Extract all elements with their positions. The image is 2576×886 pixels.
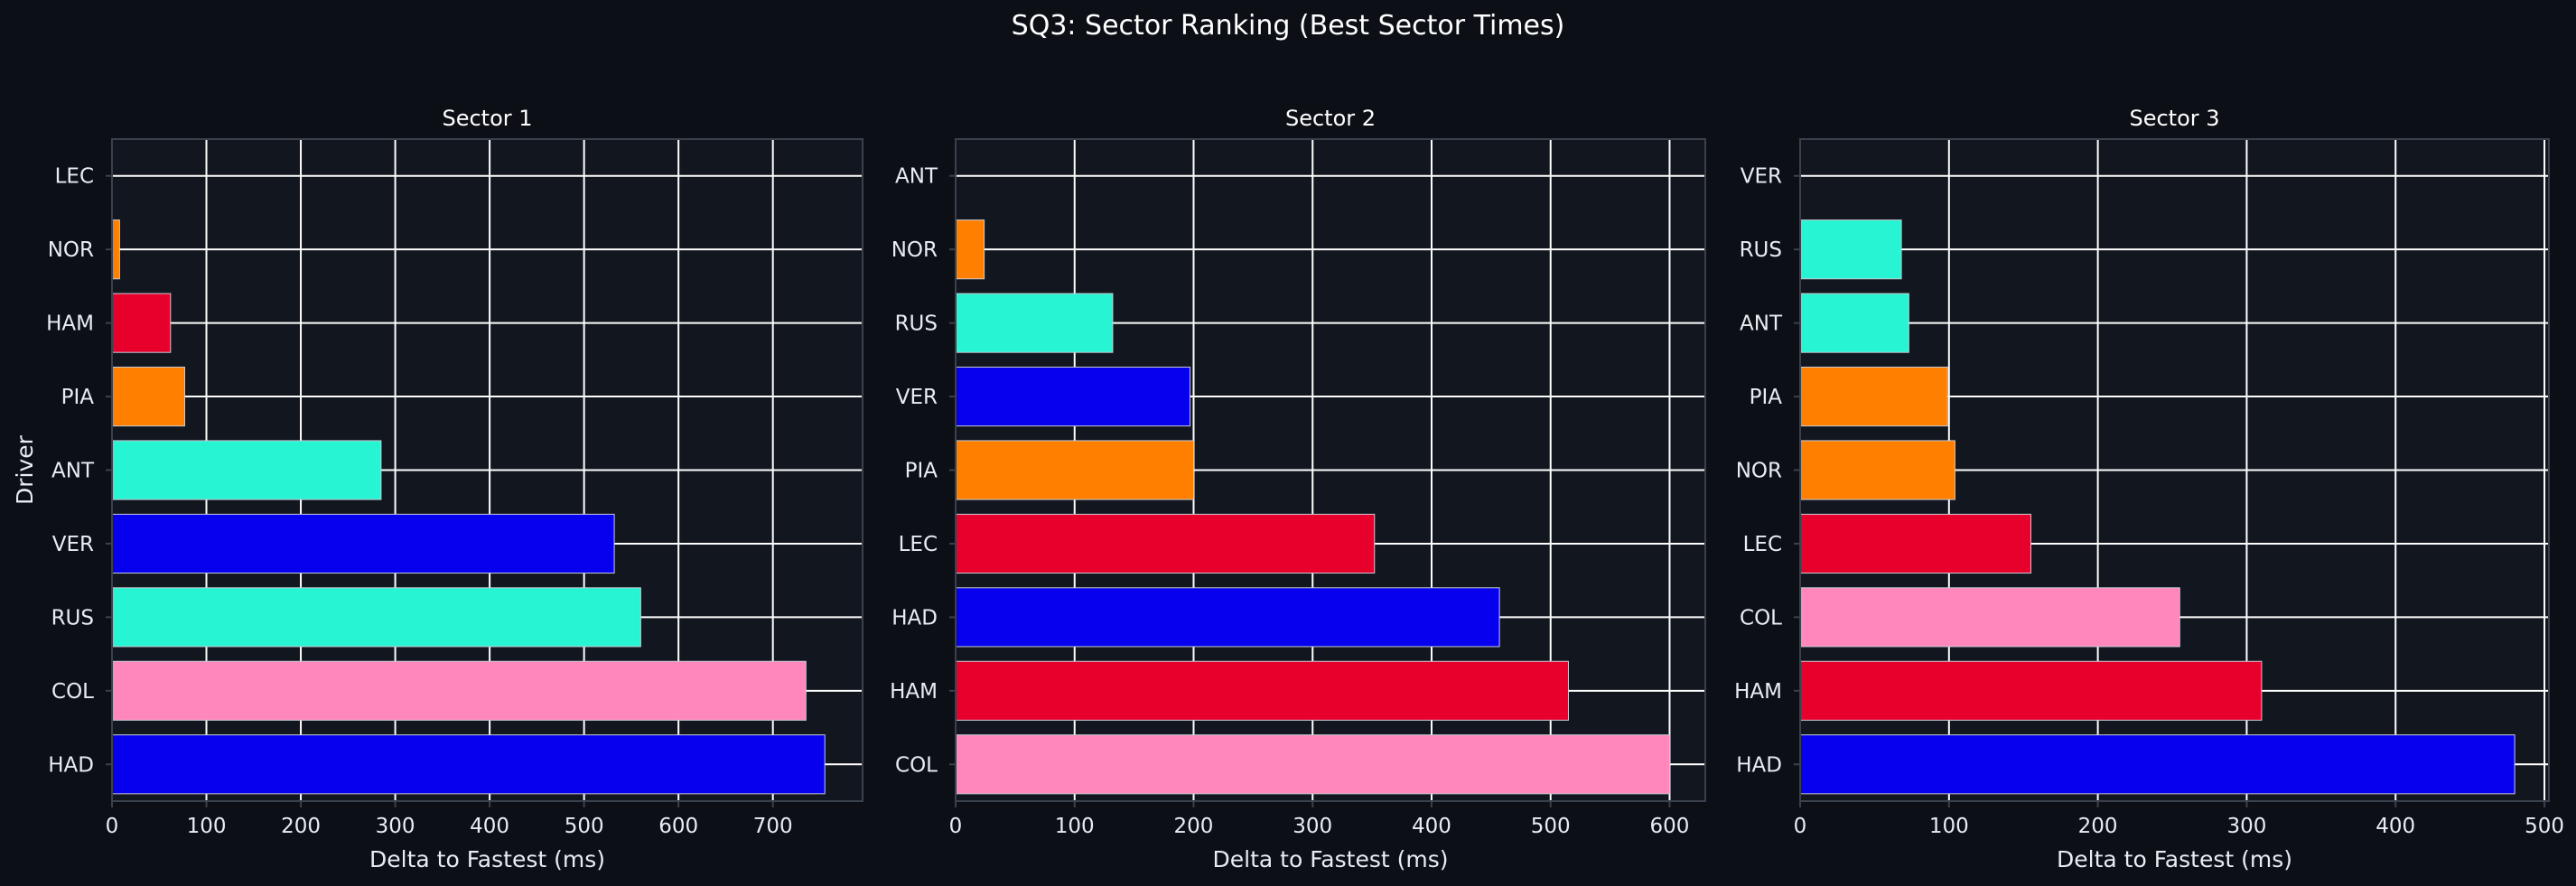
- x-axis-label: Delta to Fastest (ms): [369, 846, 605, 872]
- x-tick-label: 500: [2525, 815, 2564, 838]
- y-tick-label: PIA: [905, 460, 938, 483]
- bar-had: [111, 734, 826, 795]
- y-tick-label: LEC: [1743, 533, 1782, 556]
- y-tick-label: VER: [52, 533, 94, 556]
- x-tick-label: 0: [106, 815, 119, 838]
- bar-ver: [955, 366, 1191, 427]
- y-tick-label: PIA: [1750, 386, 1783, 409]
- x-tick-label: 300: [1293, 815, 1332, 838]
- x-tick-label: 0: [949, 815, 963, 838]
- y-tick-label: PIA: [61, 386, 95, 409]
- y-tick-label: ANT: [1740, 312, 1783, 336]
- y-tick-label: NOR: [48, 238, 94, 262]
- x-axis-label: Delta to Fastest (ms): [2057, 846, 2292, 872]
- x-tick-label: 200: [1174, 815, 1214, 838]
- x-tick-label: 400: [470, 815, 509, 838]
- panel-title: Sector 1: [442, 106, 532, 131]
- y-tick-label: RUS: [895, 312, 938, 336]
- y-tick-label: LEC: [899, 533, 938, 556]
- x-tick-label: 100: [187, 815, 227, 838]
- x-tick-label: 0: [1794, 815, 1807, 838]
- bar-had: [955, 587, 1500, 648]
- bar-rus: [955, 293, 1114, 353]
- x-tick-label: 400: [1412, 815, 1451, 838]
- y-tick-label: HAM: [46, 312, 94, 336]
- y-tick-label: RUS: [51, 606, 94, 630]
- bar-ham: [111, 293, 172, 353]
- bar-ant: [1799, 293, 1909, 353]
- x-tick-label: 400: [2375, 815, 2415, 838]
- bar-rus: [1799, 219, 1902, 280]
- x-tick-label: 500: [1531, 815, 1571, 838]
- panel-title: Sector 2: [1285, 106, 1376, 131]
- y-tick-label: ANT: [51, 460, 95, 483]
- bar-pia: [1799, 366, 1948, 427]
- x-tick-label: 600: [658, 815, 698, 838]
- bar-col: [111, 660, 807, 721]
- y-axis-label: Driver: [12, 434, 38, 505]
- y-tick-label: HAD: [891, 606, 938, 630]
- y-tick-label: HAM: [1734, 680, 1782, 704]
- y-tick-label: RUS: [1740, 238, 1782, 262]
- bar-ant: [111, 440, 382, 500]
- x-tick-label: 100: [1929, 815, 1969, 838]
- x-tick-label: 200: [2078, 815, 2118, 838]
- bar-lec: [955, 513, 1376, 574]
- bar-nor: [1799, 440, 1955, 500]
- y-tick-label: COL: [51, 680, 94, 704]
- sector-1-panel: LEC NOR HAM PIA ANT VER RUS COL HAD 0 100 200 300 400…: [12, 106, 863, 872]
- y-tick-label: COL: [1740, 606, 1782, 630]
- bar-ham: [955, 660, 1569, 721]
- chart-panels: LEC NOR HAM PIA ANT VER RUS COL HAD 0 100 200 300 400…: [12, 106, 2564, 872]
- y-tick-label: COL: [895, 753, 938, 777]
- x-tick-label: 200: [281, 815, 321, 838]
- y-tick-label: VER: [896, 386, 938, 409]
- sector-3-panel: VER RUS ANT PIA NOR LEC COL HAM HAD 0 100 200 300 400…: [1734, 106, 2564, 872]
- y-tick-label: HAD: [48, 753, 94, 777]
- panel-title: Sector 3: [2129, 106, 2219, 131]
- x-axis-label: Delta to Fastest (ms): [1213, 846, 1449, 872]
- bar-nor: [111, 219, 120, 280]
- bar-lec: [1799, 513, 2031, 574]
- bar-ham: [1799, 660, 2263, 721]
- bar-col: [1799, 587, 2180, 648]
- sector-2-panel: ANT NOR RUS VER PIA LEC HAD HAM COL 0 100 200 300 400…: [890, 106, 1706, 872]
- figure-title: SQ3: Sector Ranking (Best Sector Times): [1012, 10, 1565, 42]
- x-tick-label: 100: [1055, 815, 1095, 838]
- x-tick-label: 500: [565, 815, 604, 838]
- bar-had: [1799, 734, 2515, 795]
- x-tick-label: 600: [1650, 815, 1690, 838]
- bar-pia: [955, 440, 1194, 500]
- bar-rus: [111, 587, 641, 648]
- x-tick-label: 300: [376, 815, 415, 838]
- y-tick-label: ANT: [895, 165, 938, 189]
- bar-pia: [111, 366, 185, 427]
- y-tick-label: LEC: [55, 165, 94, 189]
- y-tick-label: VER: [1741, 165, 1782, 189]
- y-tick-label: HAD: [1736, 753, 1782, 777]
- y-tick-label: NOR: [1736, 460, 1782, 483]
- bar-col: [955, 734, 1670, 795]
- y-tick-label: HAM: [890, 680, 938, 704]
- x-tick-label: 700: [753, 815, 793, 838]
- bar-ver: [111, 513, 615, 574]
- y-tick-label: NOR: [891, 238, 938, 262]
- x-tick-label: 300: [2226, 815, 2266, 838]
- bar-nor: [955, 219, 985, 280]
